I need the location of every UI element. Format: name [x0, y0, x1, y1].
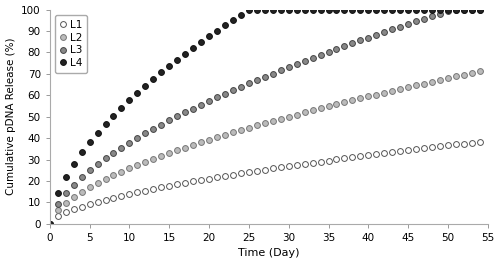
Line: L3: L3: [47, 7, 483, 227]
Legend: L1, L2, L3, L4: L1, L2, L3, L4: [55, 15, 87, 73]
L2: [206, 138, 212, 142]
L2: [47, 222, 53, 225]
L4: [94, 131, 100, 134]
L4: [469, 8, 475, 11]
L4: [47, 222, 53, 225]
X-axis label: Time (Day): Time (Day): [238, 248, 300, 258]
L3: [47, 222, 53, 225]
L1: [429, 146, 435, 149]
Line: L4: L4: [47, 7, 483, 227]
L2: [429, 80, 435, 83]
Line: L1: L1: [47, 139, 483, 227]
L1: [469, 141, 475, 144]
L3: [206, 100, 212, 103]
L4: [126, 98, 132, 102]
L1: [477, 140, 483, 143]
L1: [150, 187, 156, 191]
L2: [150, 157, 156, 161]
L3: [94, 163, 100, 166]
L2: [477, 70, 483, 73]
L3: [469, 8, 475, 11]
L2: [469, 72, 475, 75]
Y-axis label: Cumulative pDNA Release (%): Cumulative pDNA Release (%): [6, 38, 16, 195]
L3: [477, 8, 483, 11]
L4: [437, 8, 443, 11]
L3: [429, 15, 435, 18]
L1: [94, 200, 100, 204]
L3: [126, 141, 132, 144]
L4: [150, 77, 156, 81]
L3: [150, 128, 156, 131]
L2: [126, 167, 132, 170]
L1: [47, 222, 53, 225]
Line: L2: L2: [47, 68, 483, 227]
L4: [246, 8, 252, 11]
L1: [126, 192, 132, 196]
L3: [453, 8, 459, 11]
L2: [94, 181, 100, 185]
L1: [206, 177, 212, 180]
L4: [477, 8, 483, 11]
L4: [206, 35, 212, 38]
